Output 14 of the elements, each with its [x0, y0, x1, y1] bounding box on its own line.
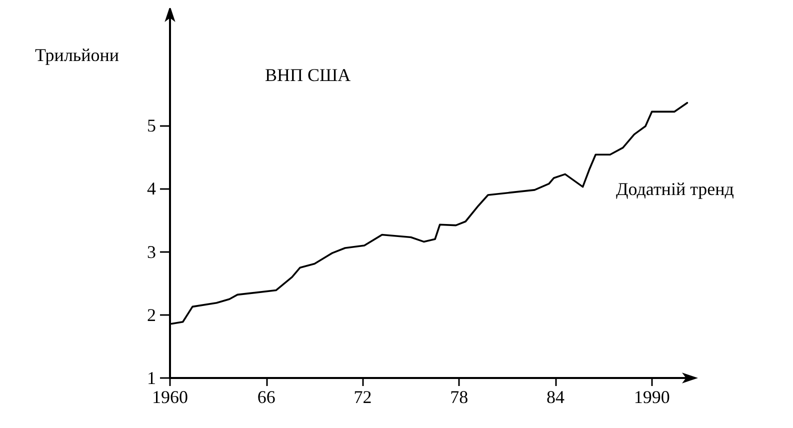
text: ВНП США	[265, 65, 351, 85]
x-tick-label: 1990	[634, 387, 670, 407]
x-tick-label: 78	[450, 387, 468, 407]
y-tick-label: 1	[147, 368, 156, 388]
y-tick-label: 3	[147, 242, 156, 262]
annotation: Додатній тренд	[616, 179, 734, 199]
y-tick-label: 5	[147, 116, 156, 136]
x-tick-label: 1960	[152, 387, 188, 407]
y-axis-title: Трильйони	[35, 45, 120, 65]
y-tick-label: 2	[147, 304, 156, 325]
y-tick-label: 4	[147, 178, 156, 199]
x-tick-label: 84	[546, 387, 564, 407]
x-tick-label: 72	[354, 387, 372, 407]
x-tick-label: 66	[257, 387, 276, 407]
